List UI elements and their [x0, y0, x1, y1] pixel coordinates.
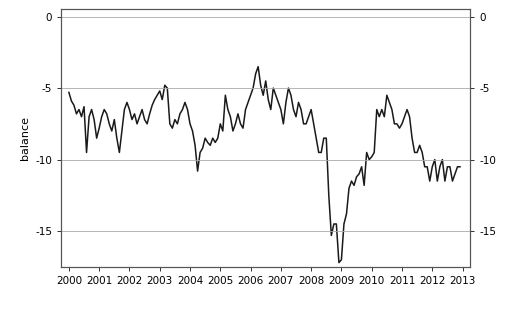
Y-axis label: balance: balance — [20, 116, 30, 160]
